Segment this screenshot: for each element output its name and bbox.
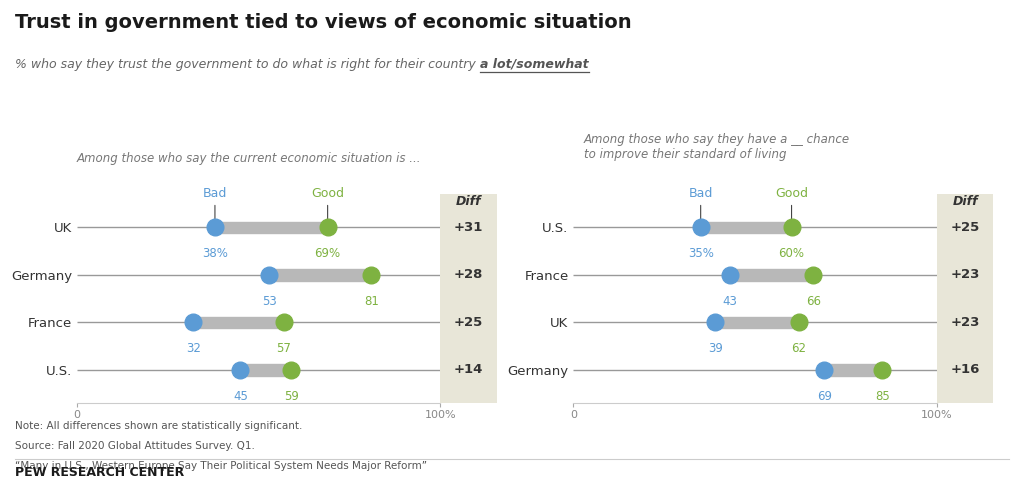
Text: % who say they trust the government to do what is right for their country: % who say they trust the government to d… (15, 58, 480, 71)
Text: 69%: 69% (314, 247, 341, 260)
Text: Among those who say they have a __ chance
to improve their standard of living: Among those who say they have a __ chanc… (584, 133, 850, 161)
Text: Note: All differences shown are statistically significant.: Note: All differences shown are statisti… (15, 421, 303, 431)
Text: 38%: 38% (202, 247, 228, 260)
Text: Among those who say the current economic situation is ...: Among those who say the current economic… (77, 152, 421, 165)
Text: 69: 69 (817, 390, 831, 403)
Text: 81: 81 (364, 295, 379, 308)
Text: 45: 45 (232, 390, 248, 403)
Text: Diff: Diff (952, 195, 978, 208)
Text: Bad: Bad (688, 187, 713, 200)
Text: +31: +31 (454, 221, 483, 234)
Text: “Many in U.S., Western Europe Say Their Political System Needs Major Reform”: “Many in U.S., Western Europe Say Their … (15, 461, 427, 471)
Text: PEW RESEARCH CENTER: PEW RESEARCH CENTER (15, 466, 184, 479)
Text: a lot/somewhat: a lot/somewhat (480, 58, 589, 71)
Text: 59: 59 (284, 390, 299, 403)
Text: Good: Good (311, 187, 344, 200)
Text: +23: +23 (950, 268, 980, 281)
Text: 53: 53 (262, 295, 276, 308)
Text: 62: 62 (792, 342, 806, 355)
Text: 35%: 35% (688, 247, 714, 260)
Text: 39: 39 (708, 342, 723, 355)
Text: 60%: 60% (778, 247, 805, 260)
Text: +25: +25 (950, 221, 980, 234)
Text: Bad: Bad (203, 187, 227, 200)
Text: 85: 85 (876, 390, 890, 403)
Text: Source: Fall 2020 Global Attitudes Survey. Q1.: Source: Fall 2020 Global Attitudes Surve… (15, 441, 255, 451)
Text: +28: +28 (454, 268, 483, 281)
Text: +25: +25 (454, 316, 483, 329)
Text: Good: Good (775, 187, 808, 200)
Text: +14: +14 (454, 363, 483, 376)
Text: Diff: Diff (456, 195, 481, 208)
Text: +23: +23 (950, 316, 980, 329)
Text: 57: 57 (276, 342, 292, 355)
Text: 43: 43 (722, 295, 737, 308)
Text: 66: 66 (806, 295, 821, 308)
Text: 32: 32 (185, 342, 201, 355)
Text: Trust in government tied to views of economic situation: Trust in government tied to views of eco… (15, 13, 632, 32)
Text: +16: +16 (950, 363, 980, 376)
